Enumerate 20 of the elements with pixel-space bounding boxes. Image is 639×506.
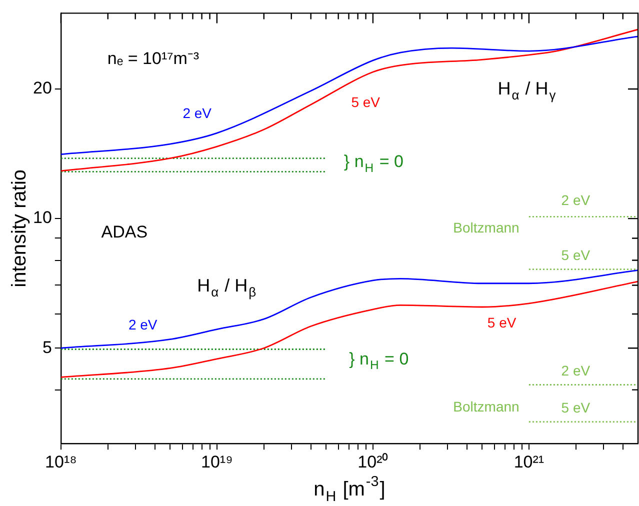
annotation: Boltzmann: [453, 398, 520, 414]
x-tick-label: 10²¹: [514, 452, 544, 472]
x-tick-label: 10²⁰: [358, 452, 388, 472]
annotation: Boltzmann: [453, 219, 520, 236]
y-tick-label: 5: [42, 338, 52, 357]
series-label: 2 eV: [561, 192, 591, 208]
series-label: 5 eV: [351, 94, 381, 110]
x-tick-label: 10¹⁹: [200, 452, 233, 472]
annotation: ADAS: [101, 222, 148, 242]
y-tick-label: 20: [32, 78, 52, 98]
y-axis-title: intensity ratio: [8, 169, 31, 288]
series-label: 5 eV: [561, 400, 591, 416]
annotation: nₑ = 10¹⁷m⁻³: [107, 48, 200, 68]
y-tick-label: 10: [32, 208, 52, 228]
series-label: 5 eV: [487, 314, 517, 330]
series-label: 2 eV: [128, 316, 158, 333]
series-label: 2 eV: [182, 105, 212, 122]
series-label: 5 eV: [561, 247, 591, 264]
x-tick-label: 10¹⁸: [45, 452, 77, 472]
series-label: 2 eV: [561, 362, 591, 379]
